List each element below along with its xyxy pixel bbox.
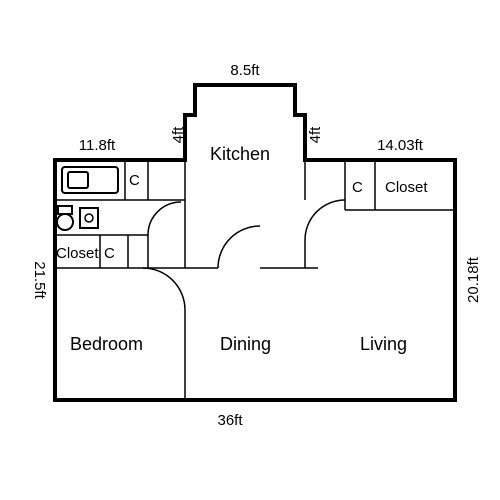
dim-kitchen-right-notch: 4ft: [307, 126, 324, 144]
kitchen-label: Kitchen: [210, 144, 270, 164]
closet-bath-c-label: C: [104, 245, 115, 262]
dim-closet-right-top: 14.03ft: [377, 137, 424, 154]
dim-bedroom-top: 11.8ft: [79, 137, 116, 154]
bedroom-door-arc: [143, 268, 185, 310]
toilet-icon: [57, 206, 73, 230]
dining-door-arc: [218, 226, 260, 268]
dim-right: 20.18ft: [465, 256, 482, 303]
bathtub-inner-icon: [68, 172, 88, 188]
living-label: Living: [360, 334, 407, 354]
sink-icon: [80, 208, 98, 228]
dim-bottom: 36ft: [217, 412, 243, 429]
dim-kitchen-top: 8.5ft: [230, 62, 260, 79]
closet-bath-label: Closet: [56, 245, 99, 262]
bedroom-label: Bedroom: [70, 334, 143, 354]
kitchen-living-door-arc: [305, 200, 345, 240]
floorplan: Bedroom Dining Living Kitchen C Closet C…: [0, 0, 500, 500]
closet-right-c-label: C: [352, 179, 363, 196]
closet-c1-label: C: [129, 172, 140, 189]
dim-kitchen-left-notch: 4ft: [170, 126, 187, 144]
dim-left: 21.5ft: [31, 261, 48, 299]
dining-label: Dining: [220, 334, 271, 354]
bath-door-arc: [148, 202, 181, 235]
closet-right-label: Closet: [385, 179, 428, 196]
